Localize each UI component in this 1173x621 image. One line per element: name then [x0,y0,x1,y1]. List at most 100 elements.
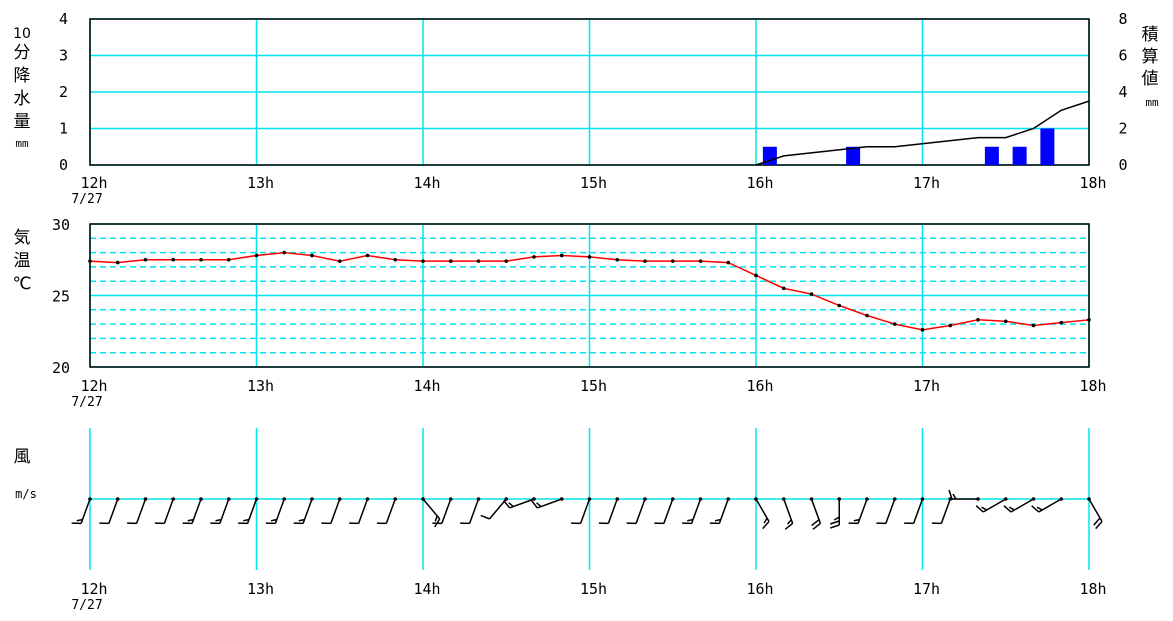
rain-x-tick-label: 15h [580,174,607,192]
temp-left-label-line1: 気 [14,228,31,248]
temp-y-tick-label: 30 [52,216,70,234]
temp-left-label-line3: ℃ [12,274,31,294]
wind-barb-staff [581,499,590,523]
wind-barb-staff [109,499,118,523]
temperature-point [948,324,952,328]
wind-barb [627,497,647,523]
temperature-point [310,254,314,258]
wind-barb [72,497,92,523]
temperature-point [893,322,897,326]
wind-barb-feather [435,516,437,522]
wind-barb-staff [664,499,673,523]
rain-right-label-line3: 値 [1142,69,1159,89]
temp-x-tick-label: 14h [413,377,440,395]
wind-barb-staff [164,499,173,523]
wind-unit: m/s [15,487,37,501]
temp-y-tick-label: 20 [52,359,70,377]
wind-barb [127,497,147,523]
wind-barb [830,497,841,528]
rain-left-label-line5: 量 [14,112,31,132]
rain-y-tick-label: 4 [59,10,68,28]
wind-x-tick-label: 18h [1079,580,1106,598]
temperature-point [810,292,814,296]
wind-barb [949,490,980,501]
rain-y2-tick-label: 4 [1118,83,1127,101]
wind-barb [849,497,869,523]
wind-barb-staff [331,499,340,523]
temperature-point [1059,321,1063,325]
wind-barb [682,497,702,523]
temperature-point [837,304,841,308]
temperature-point [726,261,730,265]
temperature-point [1087,318,1091,322]
temperature-point [449,259,453,263]
rain-left-label-line3: 降 [14,66,31,86]
rain-right-label: 積 算 値 mm [1142,25,1159,109]
wind-barb [904,497,924,523]
date-label-rain: 7/27 [71,192,102,207]
wind-barb [321,497,341,523]
wind-barb [210,497,230,523]
wind-barb [932,497,952,523]
wind-barb [782,497,793,529]
temperature-point [865,314,869,318]
temperature-point [199,258,203,262]
temperature-point [338,259,342,263]
temperature-point [782,287,786,291]
temperature-point [532,255,536,259]
temperature-point [477,259,481,263]
wind-barb-feather [982,507,987,510]
rain-y-tick-label: 0 [59,156,68,174]
wind-barb-feather [764,518,767,523]
wind-x-tick-label: 14h [413,580,440,598]
wind-barb-staff [608,499,617,523]
wind-barb [266,497,286,523]
rain-y2-tick-label: 2 [1118,120,1127,138]
wind-barb-staff [470,499,479,523]
wind-barb-feather [531,500,537,507]
wind-barb-staff [137,499,146,523]
wind-barb [294,497,314,523]
wind-x-tick-label: 16h [746,580,773,598]
wind-x-tick-label: 15h [580,580,607,598]
rain-y2-tick-label: 8 [1118,10,1127,28]
wind-barb-feather [509,503,514,507]
date-label-temp: 7/27 [71,395,102,410]
wind-barb-feather [481,515,490,518]
temperature-point [615,258,619,262]
temperature-point [171,258,175,262]
wind-barb [876,497,896,523]
rain-right-label-line2: 算 [1142,47,1159,67]
temperature-point [588,255,592,259]
wind-barb [571,497,591,523]
wind-barb-feather [785,523,792,529]
wind-left-label: 風 [14,447,31,467]
rain-left-unit: mm [15,137,29,150]
rain-x-tick-label: 17h [913,174,940,192]
rain-left-label-line1: 10 [13,26,31,42]
rain-y-tick-label: 2 [59,83,68,101]
precip-bar [1040,129,1054,166]
wind-barb [238,497,258,523]
rain-left-label-line4: 水 [14,89,31,109]
wind-barb-feather [830,525,839,528]
wind-barb-staff [386,499,395,523]
wind-barb-staff [359,499,368,523]
temperature-point [227,258,231,262]
wind-barb [349,497,369,523]
wind-barb [654,497,674,523]
rain-y2-tick-label: 6 [1118,47,1127,65]
rain-x-tick-label: 13h [247,174,274,192]
wind-barb-staff [636,499,645,523]
temp-x-tick-label: 18h [1079,377,1106,395]
temp-x-tick-label: 16h [746,377,773,395]
wind-barb [710,497,730,523]
temperature-point [754,274,758,278]
date-label-wind: 7/27 [71,598,102,613]
wind-x-tick-label: 17h [913,580,940,598]
wind-barb [421,497,440,527]
temperature-point [366,254,370,258]
